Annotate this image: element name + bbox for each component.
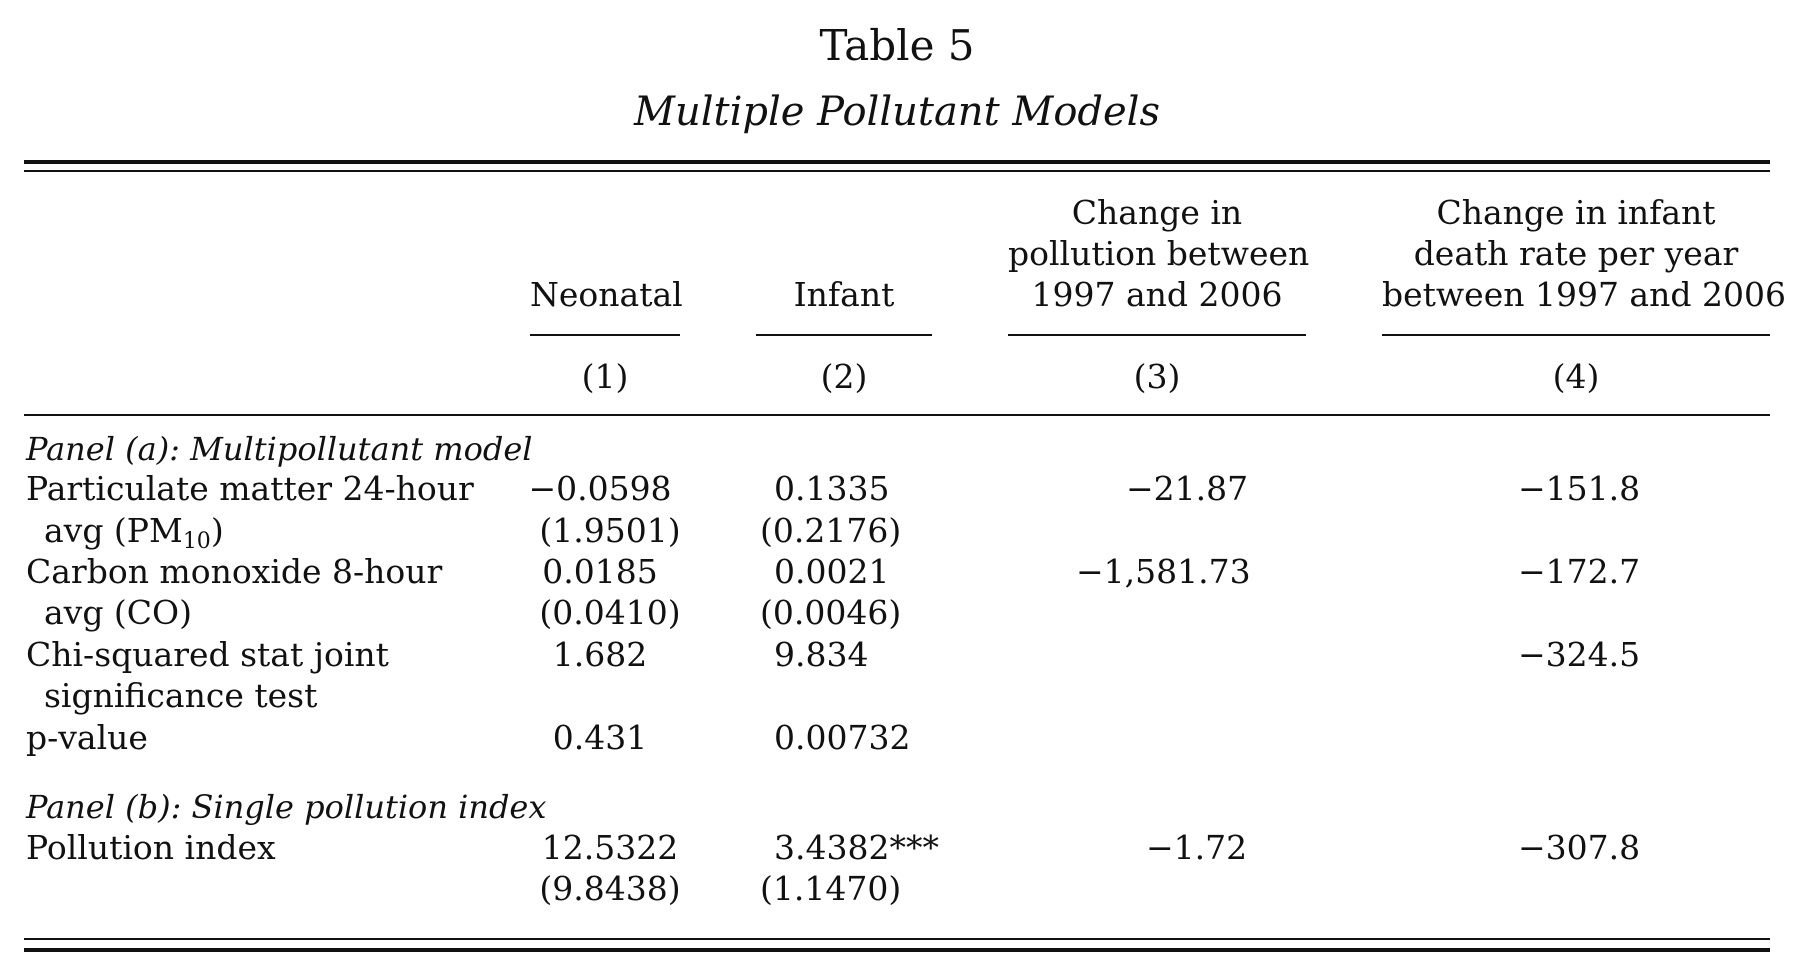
- col-4-underline: [1382, 334, 1770, 336]
- table-cell: 9.834: [774, 635, 869, 674]
- col-header-4: Change in infant death rate per year bet…: [1382, 193, 1786, 314]
- table-cell: 0.00732: [774, 718, 911, 757]
- bottom-rule-secondary: [24, 938, 1770, 940]
- col-number-4: (4): [1552, 357, 1600, 396]
- table-cell-se: (0.0046): [760, 593, 902, 632]
- table-cell: −1,581.73: [1076, 552, 1251, 591]
- row-label-continued: avg (CO): [44, 593, 192, 632]
- col-2-underline: [756, 334, 932, 336]
- row-label: Pollution index: [26, 828, 276, 867]
- col-number-2: (2): [820, 357, 868, 396]
- table-cell: 0.0021: [774, 552, 890, 591]
- table-cell: −1.72: [1146, 828, 1248, 867]
- table-cell: 3.4382***: [774, 828, 939, 867]
- row-label: Particulate matter 24-hour: [26, 469, 474, 508]
- row-label: Chi-squared stat joint: [26, 635, 389, 674]
- table-cell: 0.431: [552, 718, 648, 757]
- table-cell: −0.0598: [528, 469, 672, 508]
- table-cell-se: (0.0410): [539, 593, 681, 632]
- table-cell-se: (1.9501): [539, 511, 681, 550]
- col-number-3: (3): [1133, 357, 1181, 396]
- table-cell-se: (9.8438): [539, 869, 681, 908]
- table-cell: 0.0185: [542, 552, 658, 591]
- col-header-3: Change in pollution between 1997 and 200…: [1008, 193, 1310, 314]
- table-cell: −307.8: [1518, 828, 1641, 867]
- table-cell: 1.682: [552, 635, 648, 674]
- table-cell: 0.1335: [774, 469, 890, 508]
- col-number-1: (1): [581, 357, 629, 396]
- bottom-rule: [24, 948, 1770, 952]
- col-3-underline: [1008, 334, 1306, 336]
- top-rule-secondary: [24, 170, 1770, 172]
- table-cell: 12.5322: [541, 828, 679, 867]
- table-label: Table 5: [819, 21, 975, 70]
- table-cell-se: (0.2176): [760, 511, 902, 550]
- table-cell: −324.5: [1518, 635, 1641, 674]
- col-header-2: Infant: [793, 275, 895, 314]
- table-caption: Multiple Pollutant Models: [634, 89, 1160, 135]
- top-rule: [24, 160, 1770, 164]
- col-header-1: Neonatal: [530, 275, 683, 314]
- panel-b-label: Panel (b): Single pollution index: [26, 788, 547, 826]
- row-label: p-value: [26, 718, 148, 757]
- header-rule: [24, 414, 1770, 416]
- col-1-underline: [530, 334, 680, 336]
- panel-a-label: Panel (a): Multipollutant model: [26, 430, 533, 468]
- row-label-continued: avg (PM10): [44, 511, 224, 554]
- table-cell: −172.7: [1518, 552, 1641, 591]
- table-cell: −21.87: [1126, 469, 1249, 508]
- row-label-continued: significance test: [44, 676, 318, 715]
- table-cell-se: (1.1470): [760, 869, 902, 908]
- table-cell: −151.8: [1518, 469, 1641, 508]
- row-label: Carbon monoxide 8-hour: [26, 552, 443, 591]
